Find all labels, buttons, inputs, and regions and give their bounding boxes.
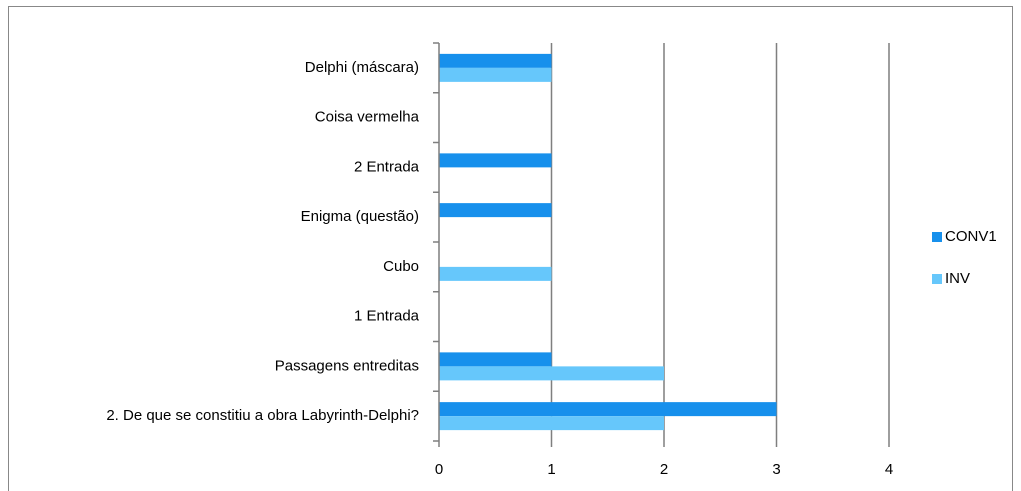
bar: [439, 366, 664, 381]
x-tick-label: 4: [885, 461, 893, 478]
bar: [439, 402, 777, 417]
bar: [439, 416, 664, 431]
y-tick-label: 1 Entrada: [354, 308, 420, 325]
y-tick-label: Passagens entreditas: [275, 357, 419, 374]
bar: [439, 352, 552, 367]
y-tick-label: Cubo: [383, 258, 419, 275]
x-tick-label: 2: [660, 461, 668, 478]
y-tick-label: 2. De que se constitiu a obra Labyrinth-…: [106, 407, 419, 424]
bar: [439, 153, 552, 168]
bar: [439, 53, 552, 68]
legend-label: CONV1: [945, 228, 997, 245]
bar: [439, 67, 552, 82]
y-tick-label: Delphi (máscara): [305, 59, 419, 76]
bar: [439, 266, 552, 281]
x-tick-label: 1: [547, 461, 555, 478]
x-tick-label: 3: [772, 461, 780, 478]
y-tick-label: Enigma (questão): [301, 208, 419, 225]
y-tick-label: 2 Entrada: [354, 158, 420, 175]
x-tick-label: 0: [435, 461, 443, 478]
legend-swatch: [932, 274, 942, 284]
bar: [439, 203, 552, 218]
y-tick-label: Coisa vermelha: [315, 109, 420, 126]
legend-label: INV: [945, 270, 970, 287]
legend-swatch: [932, 232, 942, 242]
